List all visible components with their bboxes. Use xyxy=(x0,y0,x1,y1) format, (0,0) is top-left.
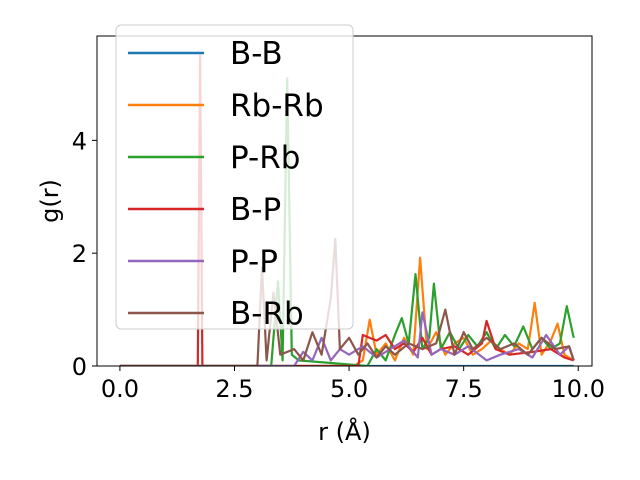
legend: B-B Rb-Rb P-Rb B-P P-P B-Rb xyxy=(115,24,354,332)
legend-label-b-rb: B-Rb xyxy=(230,296,304,332)
x-axis-label: r (Å) xyxy=(318,417,371,446)
series-group xyxy=(119,54,575,366)
x-tick-label: 0.0 xyxy=(101,375,139,403)
x-tick-label: 7.5 xyxy=(445,375,483,403)
legend-label-p-p: P-P xyxy=(230,244,278,280)
y-axis-label: g(r) xyxy=(36,179,64,223)
legend-label-p-rb: P-Rb xyxy=(230,140,300,176)
x-tick-label: 10.0 xyxy=(552,375,605,403)
legend-box xyxy=(115,24,354,330)
y-tick-label: 2 xyxy=(72,240,87,268)
y-axis-ticks: 0 2 4 xyxy=(72,127,97,381)
series-line-p-rb xyxy=(119,77,575,366)
legend-label-b-p: B-P xyxy=(230,192,281,228)
legend-label-rb-rb: Rb-Rb xyxy=(230,88,324,124)
y-tick-label: 0 xyxy=(72,353,87,381)
y-tick-label: 4 xyxy=(72,127,87,155)
x-axis-ticks: 0.0 2.5 5.0 7.5 10.0 xyxy=(101,366,605,403)
x-tick-label: 2.5 xyxy=(215,375,253,403)
series-line-b-rb xyxy=(119,238,575,366)
legend-label-b-b: B-B xyxy=(230,36,283,72)
series-line-b-p xyxy=(119,54,575,366)
x-tick-label: 5.0 xyxy=(330,375,368,403)
